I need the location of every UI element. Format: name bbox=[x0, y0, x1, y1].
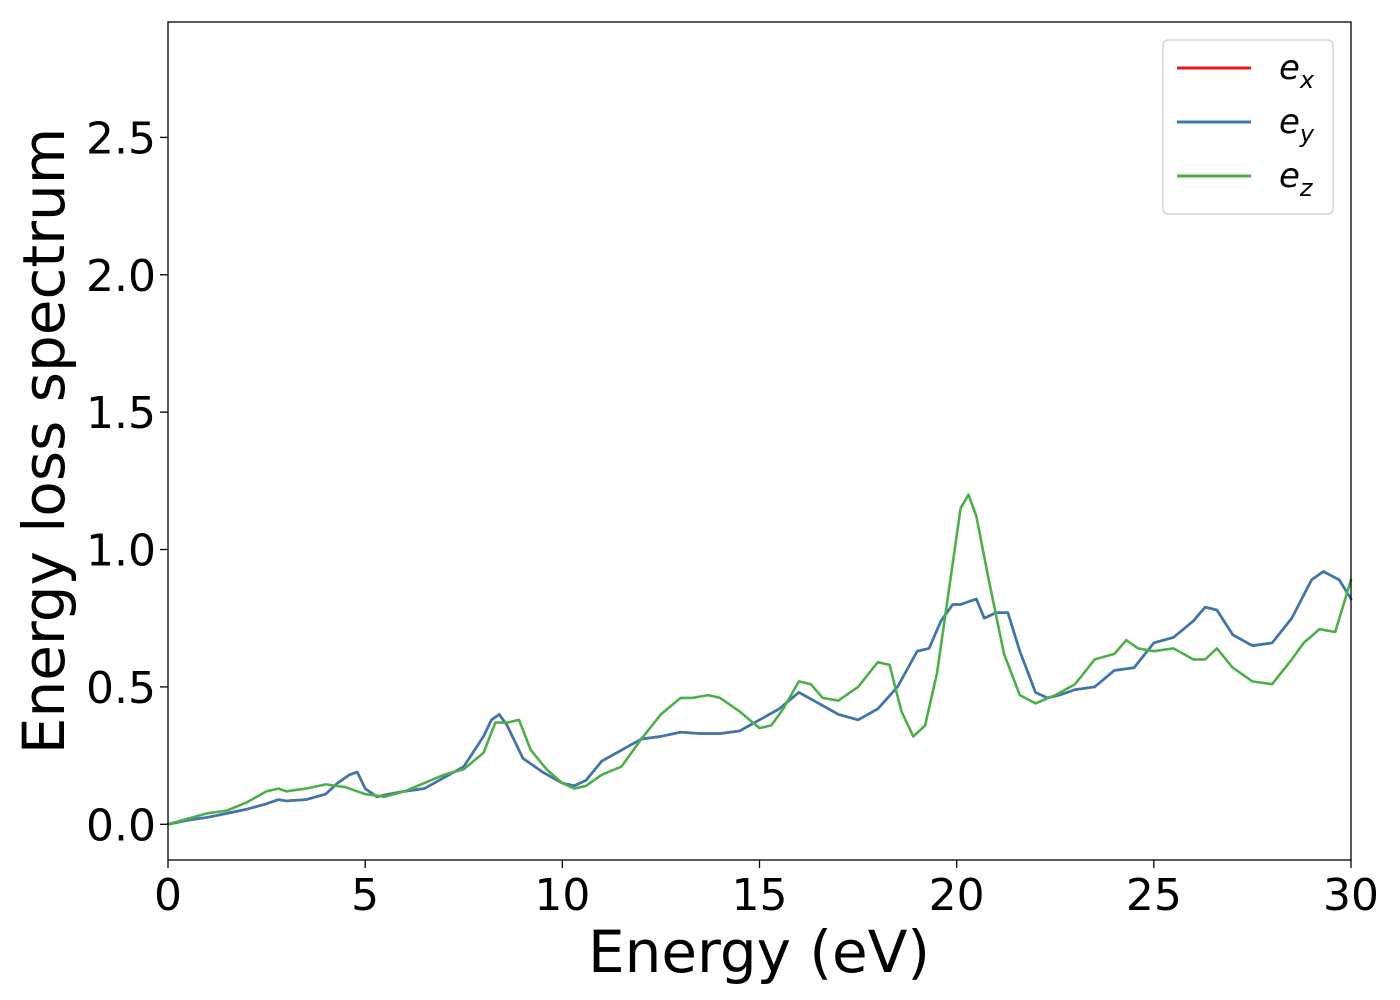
y-tick-label: 2.0 bbox=[86, 251, 156, 302]
series-line-e-z bbox=[166, 493, 1353, 826]
x-tick-label: 25 bbox=[1126, 870, 1182, 921]
y-tick-label: 0.0 bbox=[86, 800, 156, 851]
x-tick-label: 10 bbox=[534, 870, 590, 921]
y-axis-title: Energy loss spectrum bbox=[10, 128, 78, 754]
y-tick-label: 1.0 bbox=[86, 526, 156, 577]
series-line-e-y bbox=[166, 570, 1353, 826]
y-tick-label: 2.5 bbox=[86, 113, 156, 164]
y-tick-label: 0.5 bbox=[86, 663, 156, 714]
legend-frame bbox=[1162, 39, 1334, 215]
y-tick-label: 1.5 bbox=[86, 388, 156, 439]
legend-label-e-x: ex bbox=[1279, 48, 1315, 94]
tick-layer: 0 5 10 15 20 25 30 0.0 0.5 1.0 1.5 2.0 2.5 bbox=[86, 113, 1379, 921]
series-layer bbox=[166, 493, 1353, 826]
legend-label-e-z: ez bbox=[1279, 156, 1314, 202]
x-tick-label: 30 bbox=[1323, 870, 1379, 921]
x-axis-title: Energy (eV) bbox=[588, 918, 930, 986]
x-tick-label: 20 bbox=[929, 870, 985, 921]
x-tick-label: 0 bbox=[154, 870, 182, 921]
x-tick-label: 5 bbox=[351, 870, 379, 921]
x-tick-label: 15 bbox=[732, 870, 788, 921]
legend-label-e-y: ey bbox=[1279, 102, 1315, 148]
legend: ex ey ez bbox=[1162, 39, 1334, 215]
